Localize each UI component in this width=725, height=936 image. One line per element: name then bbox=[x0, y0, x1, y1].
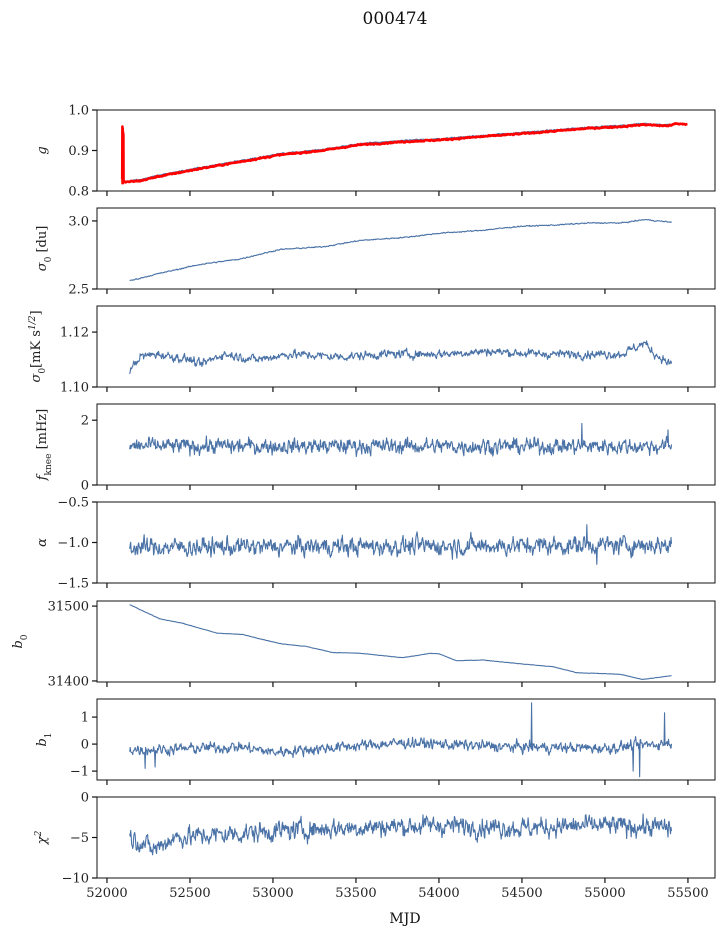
y-axis-label-main: χ bbox=[35, 835, 50, 845]
y-tick-label: 0.8 bbox=[68, 185, 89, 200]
subplot-3: 1.10 1.12 σ0[mK s1/2] bbox=[28, 305, 716, 396]
y-axis-label-sub: 0 bbox=[38, 368, 48, 374]
y-tick-label: −0.5 bbox=[57, 496, 89, 511]
x-axis-label: MJD bbox=[389, 911, 420, 927]
y-axis-label: b0 bbox=[11, 634, 30, 648]
y-tick-label: 2 bbox=[81, 414, 89, 429]
y-axis-label: σ0 [du] bbox=[35, 226, 54, 272]
y-axis-label-main: α bbox=[35, 538, 50, 547]
y-axis-label-main: σ bbox=[29, 373, 44, 383]
series-line-b1 bbox=[129, 702, 673, 778]
y-axis-label-unit: [mHz] bbox=[35, 409, 50, 454]
y-axis-label-unit-sup: 1/2 bbox=[28, 315, 38, 330]
y-tick-label: −1.5 bbox=[57, 577, 89, 592]
y-tick-label: 1.10 bbox=[60, 381, 89, 396]
y-axis-label-main: b bbox=[35, 738, 50, 746]
y-axis-label-unit: [mK s bbox=[29, 330, 44, 368]
y-tick-label: 1.0 bbox=[68, 104, 89, 119]
y-axis-label: σ0[mK s1/2] bbox=[28, 310, 48, 382]
x-tick-label: 53500 bbox=[335, 886, 376, 901]
series-line-sigma0-mk bbox=[129, 340, 673, 375]
series-line-g-fit bbox=[129, 122, 672, 182]
series-line-chi2 bbox=[129, 813, 673, 856]
y-axis-label-main: f bbox=[35, 473, 50, 481]
y-axis-label-sub: 1 bbox=[44, 732, 54, 738]
series-line-b0 bbox=[129, 604, 672, 680]
x-tick-label: 55500 bbox=[667, 886, 708, 901]
axes-frame bbox=[96, 698, 716, 781]
x-tick-label: 54000 bbox=[418, 886, 459, 901]
y-axis-label: b1 bbox=[35, 732, 54, 746]
x-tick-label: 53000 bbox=[252, 886, 293, 901]
subplot-8: 52000 52500 53000 53500 54000 54500 55000 55500… bbox=[34, 791, 716, 901]
axes-frame bbox=[96, 109, 716, 192]
series-line-sigma0-du bbox=[129, 218, 672, 282]
y-tick-label: 3.0 bbox=[68, 214, 89, 229]
axes-frame bbox=[96, 305, 716, 388]
y-tick-label: 0 bbox=[81, 791, 89, 806]
y-axis-label-unit: [du] bbox=[35, 226, 50, 257]
subplot-4: 0 2 fknee [mHz] bbox=[35, 403, 716, 494]
y-axis-label-main: σ bbox=[35, 261, 50, 271]
y-axis-label-sub: 0 bbox=[44, 256, 54, 262]
y-tick-label: −1.0 bbox=[57, 536, 89, 551]
y-tick-label: −5 bbox=[70, 831, 89, 846]
y-tick-label: 0.9 bbox=[68, 144, 89, 159]
y-tick-label: 0 bbox=[81, 738, 89, 753]
y-tick-label: 0 bbox=[81, 479, 89, 494]
y-axis-label-unit-sup: 2 bbox=[34, 830, 44, 837]
y-tick-label: 1 bbox=[81, 711, 89, 726]
y-axis-label: α bbox=[35, 538, 50, 547]
y-tick-label: 31400 bbox=[48, 674, 89, 689]
subplot-1: 0.8 0.9 1.0 g bbox=[35, 104, 716, 200]
axes-frame bbox=[96, 600, 716, 683]
y-axis-label-main: g bbox=[35, 146, 50, 154]
y-tick-label: 31500 bbox=[48, 600, 89, 615]
y-tick-label: −10 bbox=[62, 872, 89, 887]
series-line-g-measured bbox=[120, 122, 689, 185]
y-axis-label-unit-end: ] bbox=[29, 310, 44, 315]
axes-frame bbox=[96, 207, 716, 290]
series-line-fknee bbox=[129, 422, 673, 458]
y-axis-label-sub: knee bbox=[44, 454, 54, 476]
y-axis-label-sub: 0 bbox=[20, 634, 30, 640]
y-axis-label: g bbox=[35, 146, 50, 154]
y-axis-label-main: b bbox=[11, 640, 26, 648]
axes-frame bbox=[96, 403, 716, 486]
y-tick-label: −1 bbox=[70, 765, 89, 780]
subplot-6: 31400 31500 b0 bbox=[11, 600, 716, 689]
x-tick-label: 52500 bbox=[169, 886, 210, 901]
y-axis-label: χ2 bbox=[34, 830, 50, 845]
x-tick-label: 52000 bbox=[86, 886, 127, 901]
subplot-2: 2.5 3.0 σ0 [du] bbox=[35, 207, 716, 298]
y-axis-label: fknee [mHz] bbox=[35, 409, 54, 482]
subplot-5: −1.5 −1.0 −0.5 α bbox=[35, 496, 716, 592]
x-tick-label: 55000 bbox=[584, 886, 625, 901]
x-tick-label: 54500 bbox=[501, 886, 542, 901]
y-tick-label: 2.5 bbox=[68, 283, 89, 298]
y-tick-label: 1.12 bbox=[60, 326, 89, 341]
series-line-alpha bbox=[129, 524, 673, 565]
figure-title: 000474 bbox=[363, 9, 428, 29]
